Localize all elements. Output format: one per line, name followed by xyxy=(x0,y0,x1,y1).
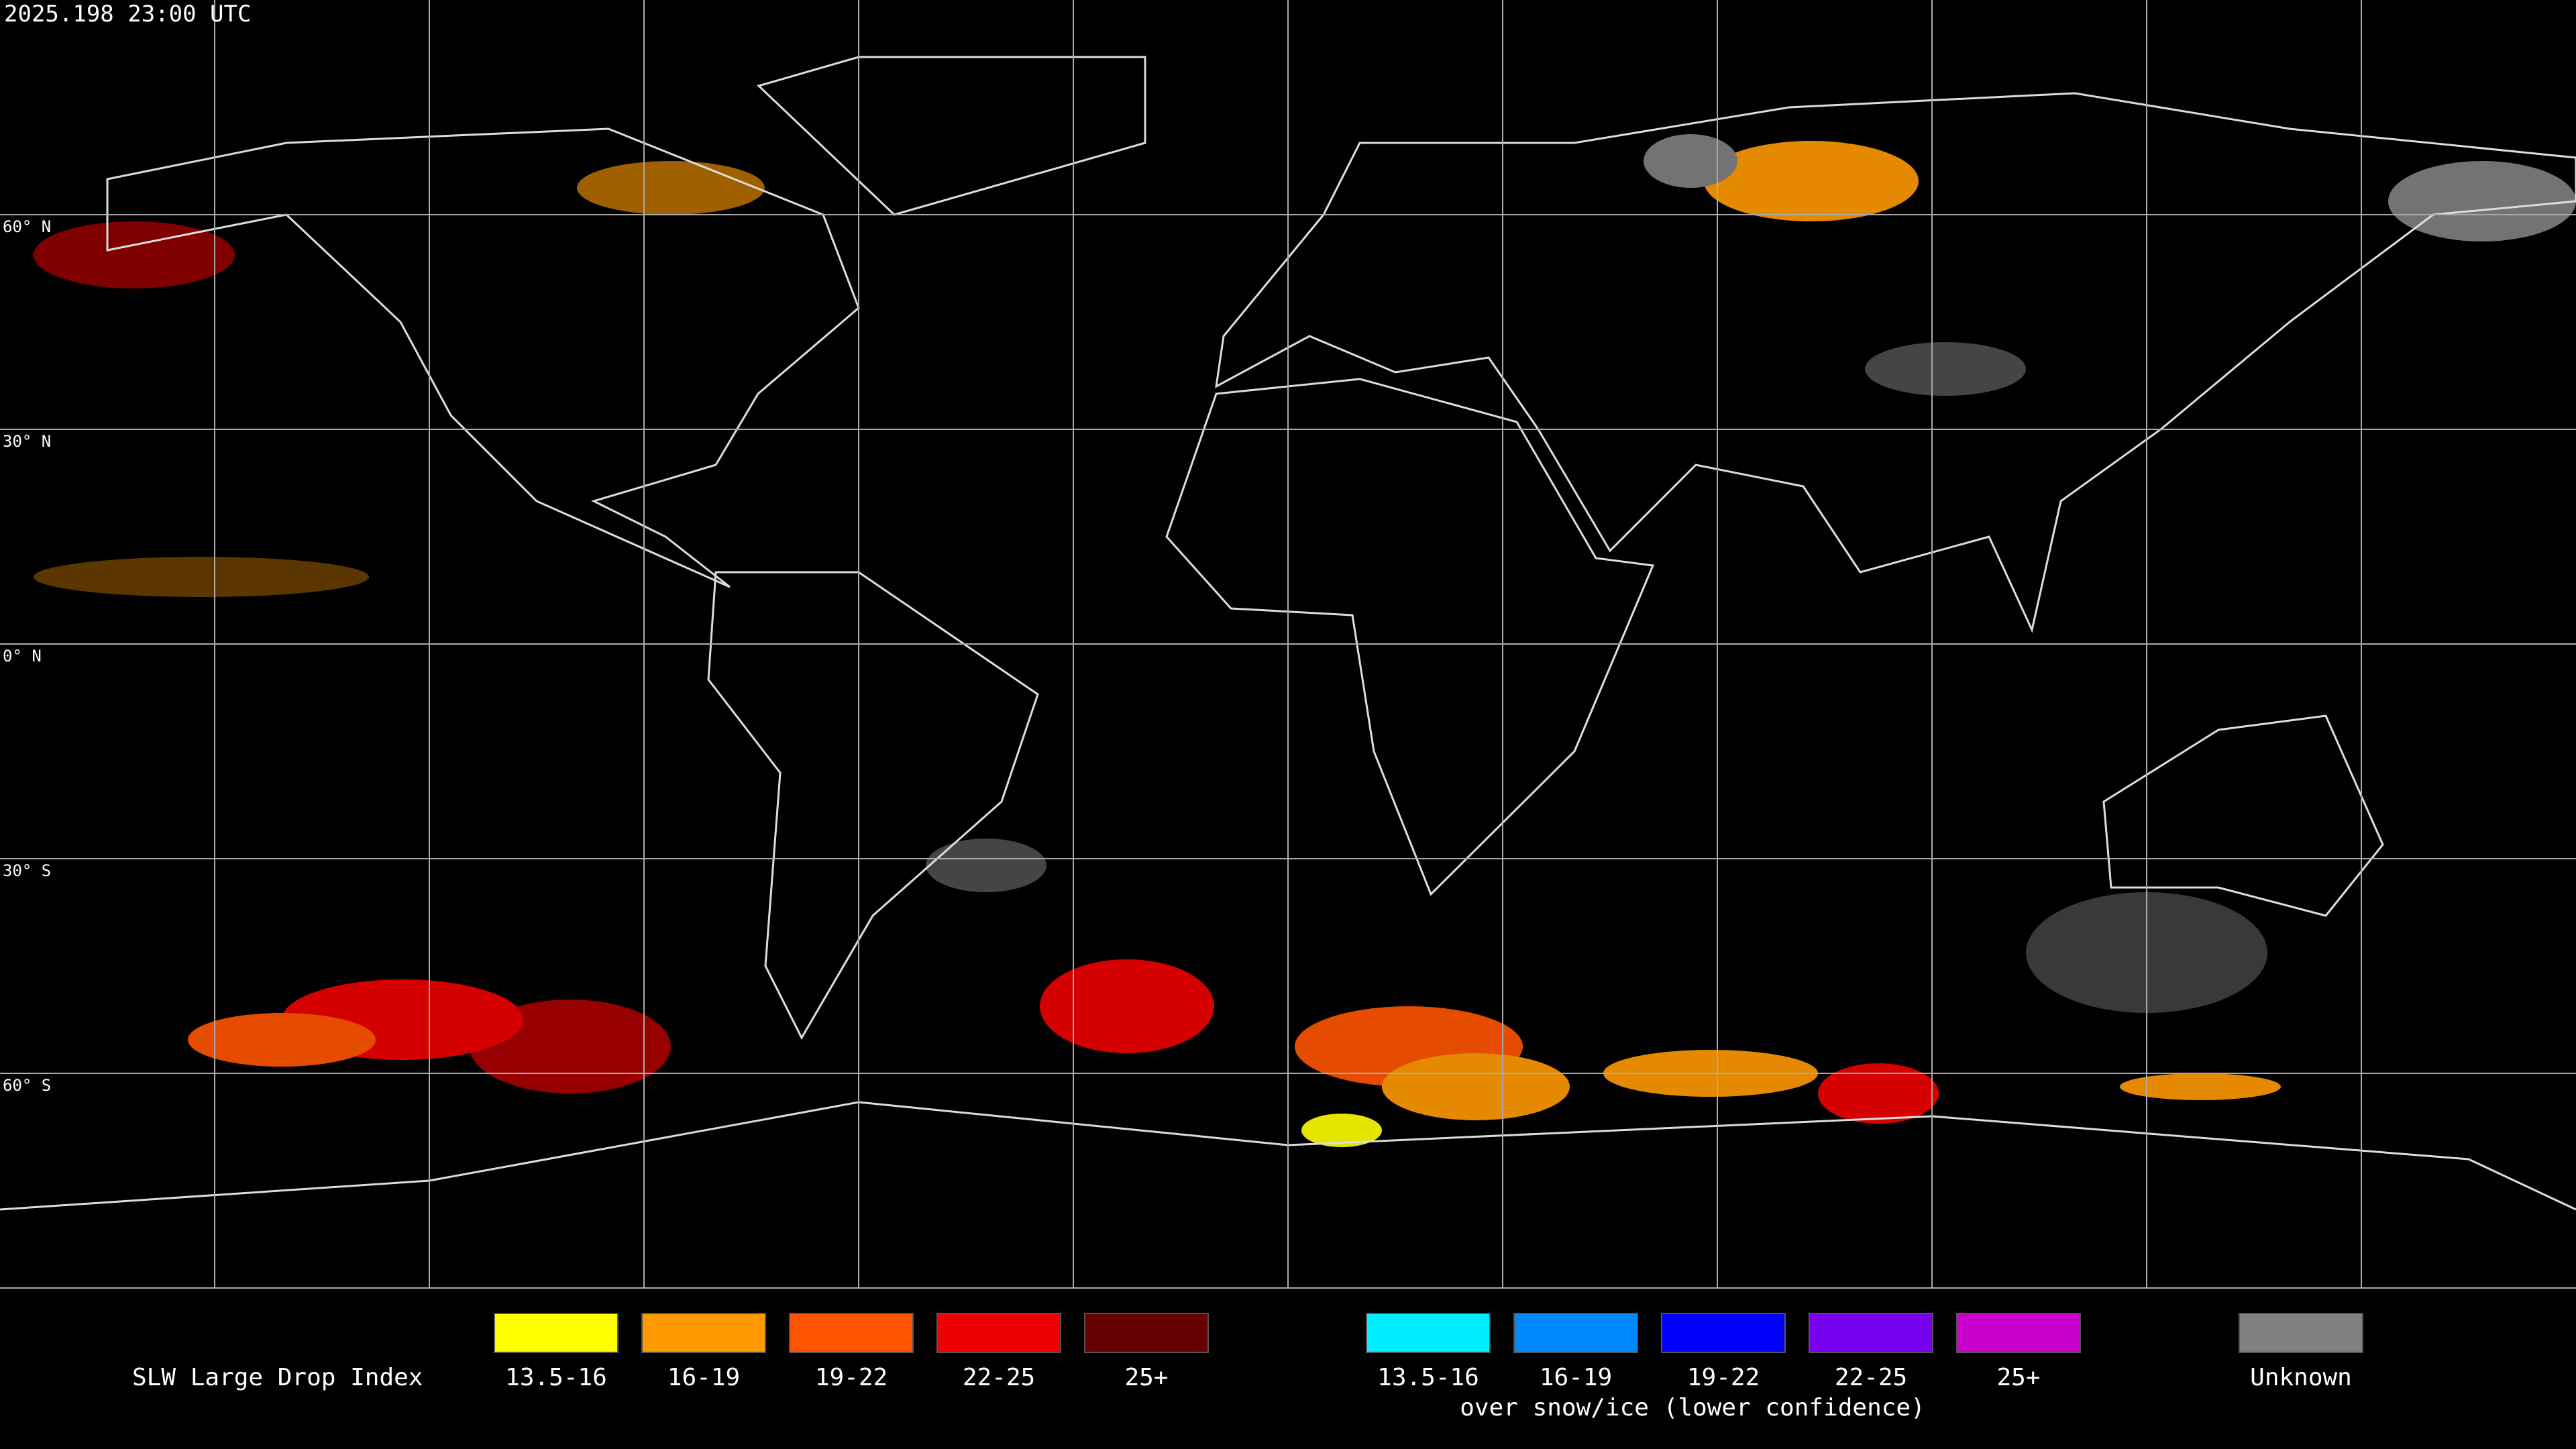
timestamp: 2025.198 23:00 UTC xyxy=(4,1,251,28)
map: 60° N 30° N 0° N 30° S 60° S xyxy=(0,0,2576,1289)
legend-swatch xyxy=(494,1313,619,1353)
legend-title: SLW Large Drop Index xyxy=(132,1364,423,1391)
latitude-label: 60° N xyxy=(3,217,51,236)
legend-swatch xyxy=(1513,1313,1638,1353)
graticule: 60° N 30° N 0° N 30° S 60° S xyxy=(0,0,2576,1289)
legend-swatch xyxy=(1809,1313,1933,1353)
legend-swatch xyxy=(2239,1313,2363,1353)
latitude-label: 30° S xyxy=(3,861,51,880)
legend-label: 25+ xyxy=(1996,1364,2040,1391)
legend-note: over snow/ice (lower confidence) xyxy=(1460,1394,1925,1421)
legend-swatch xyxy=(1366,1313,1491,1353)
legend-swatch xyxy=(789,1313,914,1353)
legend-label: 16-19 xyxy=(1540,1364,1612,1391)
latitude-label: 60° S xyxy=(3,1076,51,1095)
legend-label: 22-25 xyxy=(963,1364,1035,1391)
legend-label: 22-25 xyxy=(1835,1364,1907,1391)
legend-label: 13.5-16 xyxy=(1377,1364,1479,1391)
legend-label: 13.5-16 xyxy=(505,1364,607,1391)
legend: SLW Large Drop Index over snow/ice (lowe… xyxy=(132,1313,2363,1421)
legend-label: 25+ xyxy=(1124,1364,1168,1391)
cloud-imagery xyxy=(34,134,2576,1147)
legend-swatch xyxy=(1084,1313,1209,1353)
legend-swatch xyxy=(1956,1313,2081,1353)
legend-swatch xyxy=(1661,1313,1786,1353)
latitude-label: 0° N xyxy=(3,647,42,665)
legend-label: 19-22 xyxy=(815,1364,888,1391)
latitude-label: 30° N xyxy=(3,432,51,451)
legend-label: 19-22 xyxy=(1687,1364,1760,1391)
legend-label: Unknown xyxy=(2250,1364,2352,1391)
legend-label: 16-19 xyxy=(667,1364,740,1391)
legend-swatch xyxy=(641,1313,766,1353)
legend-swatch xyxy=(936,1313,1061,1353)
